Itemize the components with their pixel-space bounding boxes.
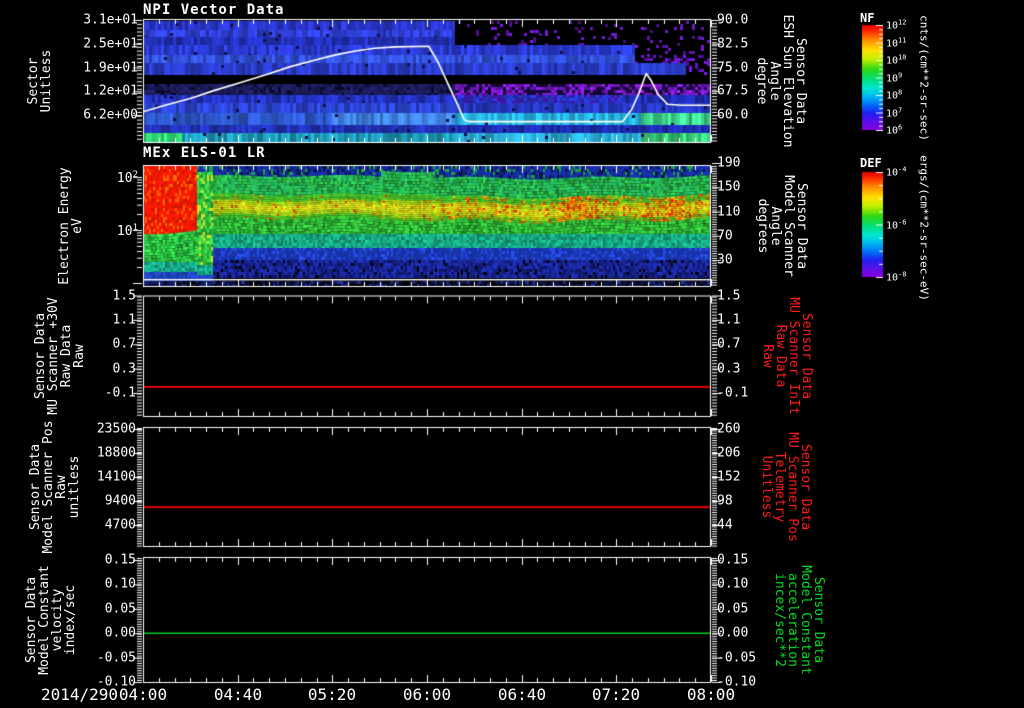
p5-right-tick: -0.05 <box>717 650 757 666</box>
x-axis-tick: 08:00 <box>686 685 736 704</box>
panel1-title: NPI Vector Data <box>143 2 285 18</box>
p3-right-tick: -0.1 <box>717 385 749 401</box>
p2-left-tick: 101 <box>116 222 138 240</box>
p1-left-tick: 6.2e+00 <box>83 107 138 123</box>
p1-right-tick: 90.0 <box>717 12 749 28</box>
p3-right-tick: 1.1 <box>717 312 741 328</box>
p4-right-tick: 152 <box>717 469 741 485</box>
p2-ylabel-right: Sensor Data Model Scanner Angle degrees <box>755 175 809 277</box>
p5-ylabel-left: Sensor Data Model Constant velocity index/… <box>24 565 78 675</box>
nf-colorbar-units: cnts/(cm**2-sr-sec) <box>917 15 931 141</box>
nf-colorbar-tick: 1010 <box>886 53 907 67</box>
x-axis-tick: 04:40 <box>213 685 263 704</box>
nf-colorbar-tick: 1012 <box>886 18 907 32</box>
p4-right-tick: 44 <box>717 517 733 533</box>
nf-colorbar-tick: 109 <box>886 70 903 85</box>
p4-ylabel-left: Sensor Data Model Scanner Pos Raw unitless <box>28 420 82 554</box>
p4-left-tick: 18800 <box>96 445 136 461</box>
p3-ylabel-left: Sensor Data MU Scanner +30V Raw Data Raw <box>33 297 87 415</box>
p1-right-tick: 60.0 <box>717 107 749 123</box>
def-colorbar-units: ergs/(cm**2-sr-sec-eV) <box>917 155 931 301</box>
x-axis-tick: 07:20 <box>591 685 641 704</box>
p5-left-tick: -0.05 <box>96 650 136 666</box>
x-axis-tick: 04:00 <box>118 685 168 704</box>
p3-right-tick: 0.3 <box>717 361 741 377</box>
p4-right-tick: 206 <box>717 445 741 461</box>
p1-left-tick: 1.9e+01 <box>83 60 138 75</box>
p1-ylabel-right: Sensor Data ESH Sun Elevation Angle degree <box>754 14 808 148</box>
p1-right-tick: 82.5 <box>717 36 749 52</box>
x-axis-tick: 06:00 <box>402 685 452 704</box>
def-colorbar-tick: 10-6 <box>886 217 907 232</box>
p4-left-tick: 23500 <box>96 421 136 437</box>
p3-left-tick: -0.1 <box>104 385 136 401</box>
p3-ylabel-right: Sensor Data MU Scanner InIt Raw Data Raw <box>760 297 814 415</box>
p1-right-tick: 75.0 <box>717 60 749 75</box>
p5-right-tick: -0.10 <box>717 674 757 690</box>
p4-right-tick: 260 <box>717 421 741 437</box>
def-colorbar-title: DEF <box>860 156 882 170</box>
p4-ylabel-right: Sensor Data MU Scanner Pos Telemetry Unitl… <box>759 432 813 542</box>
p5-right-tick: 0.05 <box>717 601 749 617</box>
p5-ylabel-right: Sensor Data Model Constant acceleration in… <box>772 565 826 675</box>
p1-left-tick: 3.1e+01 <box>83 12 138 28</box>
p5-left-tick: 0.00 <box>104 625 136 641</box>
nf-colorbar-title: NF <box>860 11 875 25</box>
nf-colorbar-tick: 108 <box>886 88 903 102</box>
p3-left-tick: 1.1 <box>112 312 136 328</box>
nf-colorbar-tick: 107 <box>886 105 903 120</box>
p3-right-tick: 0.7 <box>717 336 741 352</box>
nf-colorbar-tick: 106 <box>886 123 903 137</box>
p1-left-tick: 1.2e+01 <box>83 83 138 99</box>
p4-left-tick: 4700 <box>104 517 136 533</box>
p5-right-tick: 0.15 <box>717 552 749 568</box>
p1-left-tick: 2.5e+01 <box>83 36 138 52</box>
x-axis-tick: 05:20 <box>307 685 357 704</box>
def-colorbar-tick: 10-8 <box>886 270 907 284</box>
panel2-title: MEx ELS-01 LR <box>143 145 266 161</box>
p2-left-tick: 102 <box>116 169 138 187</box>
p4-left-tick: 9400 <box>104 493 136 509</box>
p2-right-tick: 190 <box>717 155 741 171</box>
p3-left-tick: 1.5 <box>112 288 136 303</box>
p3-right-tick: 1.5 <box>717 288 741 303</box>
nf-colorbar-tick: 1011 <box>886 35 907 50</box>
p5-left-tick: 0.05 <box>104 601 136 617</box>
p2-right-tick: 70 <box>717 228 733 244</box>
p4-right-tick: 98 <box>717 493 733 509</box>
p2-ylabel-left: Electron Energy eV <box>57 167 85 285</box>
def-colorbar-tick: 10-4 <box>886 165 907 179</box>
p3-left-tick: 0.3 <box>112 361 136 377</box>
p5-left-tick: 0.10 <box>104 576 136 592</box>
p1-right-tick: 67.5 <box>717 83 749 99</box>
x-axis-date: 2014/290 <box>40 685 118 704</box>
p5-left-tick: -0.10 <box>96 674 136 690</box>
p5-right-tick: 0.10 <box>717 576 749 592</box>
p4-left-tick: 14100 <box>96 469 136 485</box>
x-axis-tick: 06:40 <box>497 685 547 704</box>
p2-right-tick: 30 <box>717 252 733 268</box>
p5-left-tick: 0.15 <box>104 552 136 568</box>
p1-ylabel-left: Sector Unitless <box>26 49 54 113</box>
p5-right-tick: 0.00 <box>717 625 749 641</box>
p2-right-tick: 150 <box>717 179 741 195</box>
p3-left-tick: 0.7 <box>112 336 136 352</box>
p2-right-tick: 110 <box>717 204 741 219</box>
